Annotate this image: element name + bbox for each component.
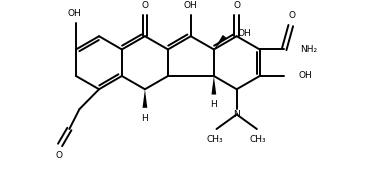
Text: OH: OH <box>238 29 252 38</box>
Polygon shape <box>214 35 226 49</box>
Text: N: N <box>233 111 240 119</box>
Text: OH: OH <box>68 9 82 18</box>
Text: OH: OH <box>184 1 198 10</box>
Text: OH: OH <box>299 72 312 81</box>
Text: O: O <box>233 1 240 10</box>
Text: O: O <box>141 1 149 10</box>
Text: CH₃: CH₃ <box>207 135 223 144</box>
Text: NH₂: NH₂ <box>300 45 317 54</box>
Text: O: O <box>55 151 62 160</box>
Text: H: H <box>141 114 148 123</box>
Text: CH₃: CH₃ <box>250 135 266 144</box>
Text: H: H <box>211 100 217 109</box>
Text: O: O <box>288 11 296 20</box>
Polygon shape <box>212 76 216 94</box>
Polygon shape <box>142 89 147 108</box>
